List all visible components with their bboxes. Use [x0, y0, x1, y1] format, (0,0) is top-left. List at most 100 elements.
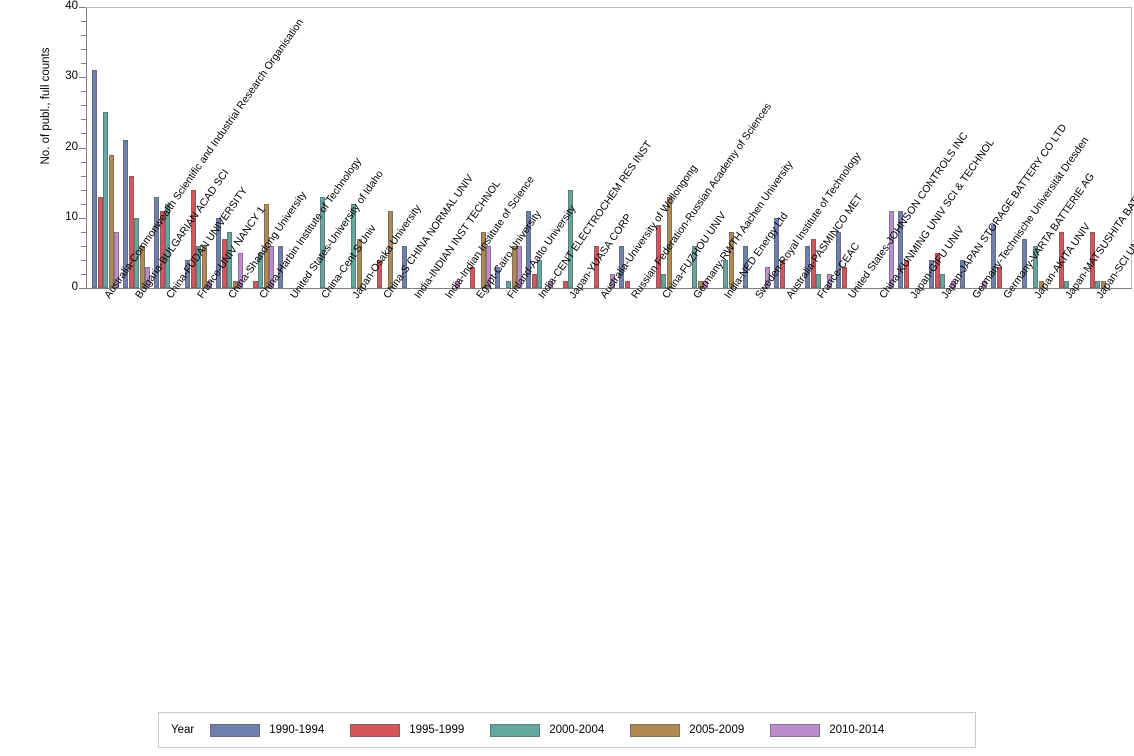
bar-group: [743, 7, 771, 288]
bar: [278, 245, 283, 288]
bar: [816, 273, 822, 288]
bar: [548, 280, 554, 288]
bar-group: [898, 7, 926, 288]
bar: [128, 175, 134, 288]
bar: [728, 231, 734, 288]
bar: [692, 245, 698, 288]
y-tick-label: 40: [65, 0, 78, 12]
bar: [190, 189, 196, 288]
y-tick-minor: [81, 35, 86, 37]
bar: [216, 217, 221, 288]
legend-swatch: [770, 723, 821, 737]
y-tick-major: [79, 217, 86, 219]
bar: [903, 259, 909, 288]
legend-item[interactable]: 2000-2004: [490, 723, 604, 737]
bar-group: [185, 7, 213, 288]
bar: [562, 280, 568, 288]
x-tick-label: Germany-Technische Universität Dresden: [970, 134, 1092, 301]
bar: [624, 280, 630, 288]
plot-frame-right: [1131, 7, 1132, 288]
bar: [165, 203, 171, 288]
bar: [889, 210, 895, 288]
bar-group: [557, 7, 585, 288]
y-tick-label: 0: [71, 281, 78, 293]
y-tick-major: [79, 77, 86, 79]
bar: [92, 70, 97, 288]
bar: [537, 259, 543, 288]
bar: [123, 140, 128, 288]
bar: [655, 224, 661, 288]
legend-item[interactable]: 1995-1999: [350, 723, 464, 737]
bar: [402, 245, 407, 288]
x-axis-line: [86, 288, 1132, 289]
plot-frame-top: [86, 7, 1132, 8]
bar-group: [867, 7, 895, 288]
x-tick-label: China-Cent S Univ: [319, 222, 379, 301]
x-tick-label: China-KUNMING UNIV SCI & TECHNOL: [877, 136, 997, 301]
legend-label: 2005-2009: [689, 724, 745, 736]
bar: [351, 203, 357, 288]
y-tick-minor: [81, 119, 86, 121]
bar: [619, 245, 624, 288]
bar: [991, 224, 996, 288]
bar-group: [92, 7, 120, 288]
y-tick-minor: [81, 245, 86, 247]
bar: [114, 231, 120, 288]
bar: [252, 280, 258, 288]
bar: [455, 280, 461, 288]
bar-group: [371, 7, 399, 288]
bar: [480, 231, 486, 288]
bar: [666, 196, 672, 288]
bar: [836, 231, 841, 288]
bar-group: [309, 7, 337, 288]
bar: [108, 154, 114, 288]
bar: [196, 245, 202, 288]
x-tick-label: India-CENT ELECTROCHEM RES INST: [536, 138, 655, 301]
legend-swatch: [210, 723, 261, 737]
bar: [743, 245, 748, 288]
bar-group: [340, 7, 368, 288]
legend-title: Year: [171, 724, 195, 736]
bar: [238, 252, 244, 288]
y-tick-major: [79, 147, 86, 149]
legend-item[interactable]: 2010-2014: [770, 723, 884, 737]
legend-items: 1990-1994 1995-1999 2000-2004 2005-2009 2010…: [210, 723, 910, 737]
bar: [1022, 238, 1027, 288]
bar: [517, 245, 523, 288]
bar: [779, 259, 785, 288]
bar: [1095, 280, 1101, 288]
bar-group: [1084, 7, 1112, 288]
bar: [1064, 280, 1070, 288]
y-tick-label: 10: [65, 210, 78, 223]
bar-group: [1022, 7, 1050, 288]
bar: [269, 245, 275, 288]
bar: [159, 210, 165, 288]
bar: [526, 210, 531, 288]
bar: [929, 259, 934, 288]
bar: [697, 280, 703, 288]
bar: [495, 266, 500, 288]
bar-group: [588, 7, 616, 288]
bar: [139, 245, 145, 288]
bar: [1033, 245, 1039, 288]
bar: [356, 238, 362, 288]
bar: [1089, 231, 1095, 288]
bar: [134, 217, 140, 288]
y-tick-label: 30: [65, 70, 78, 83]
plot-area: [86, 7, 1132, 288]
legend-item[interactable]: 1990-1994: [210, 723, 325, 737]
legend-label: 1990-1994: [269, 724, 325, 736]
y-tick-minor: [81, 63, 86, 65]
bar: [661, 273, 667, 288]
y-tick-minor: [81, 231, 86, 233]
y-tick-major: [79, 288, 86, 289]
bar-group: [991, 7, 1019, 288]
bar: [469, 266, 475, 288]
legend-item[interactable]: 2005-2009: [630, 723, 745, 737]
bar: [1038, 280, 1044, 288]
bar-group: [433, 7, 461, 288]
y-tick-minor: [81, 49, 86, 51]
bar: [258, 252, 264, 288]
bar-group: [619, 7, 647, 288]
